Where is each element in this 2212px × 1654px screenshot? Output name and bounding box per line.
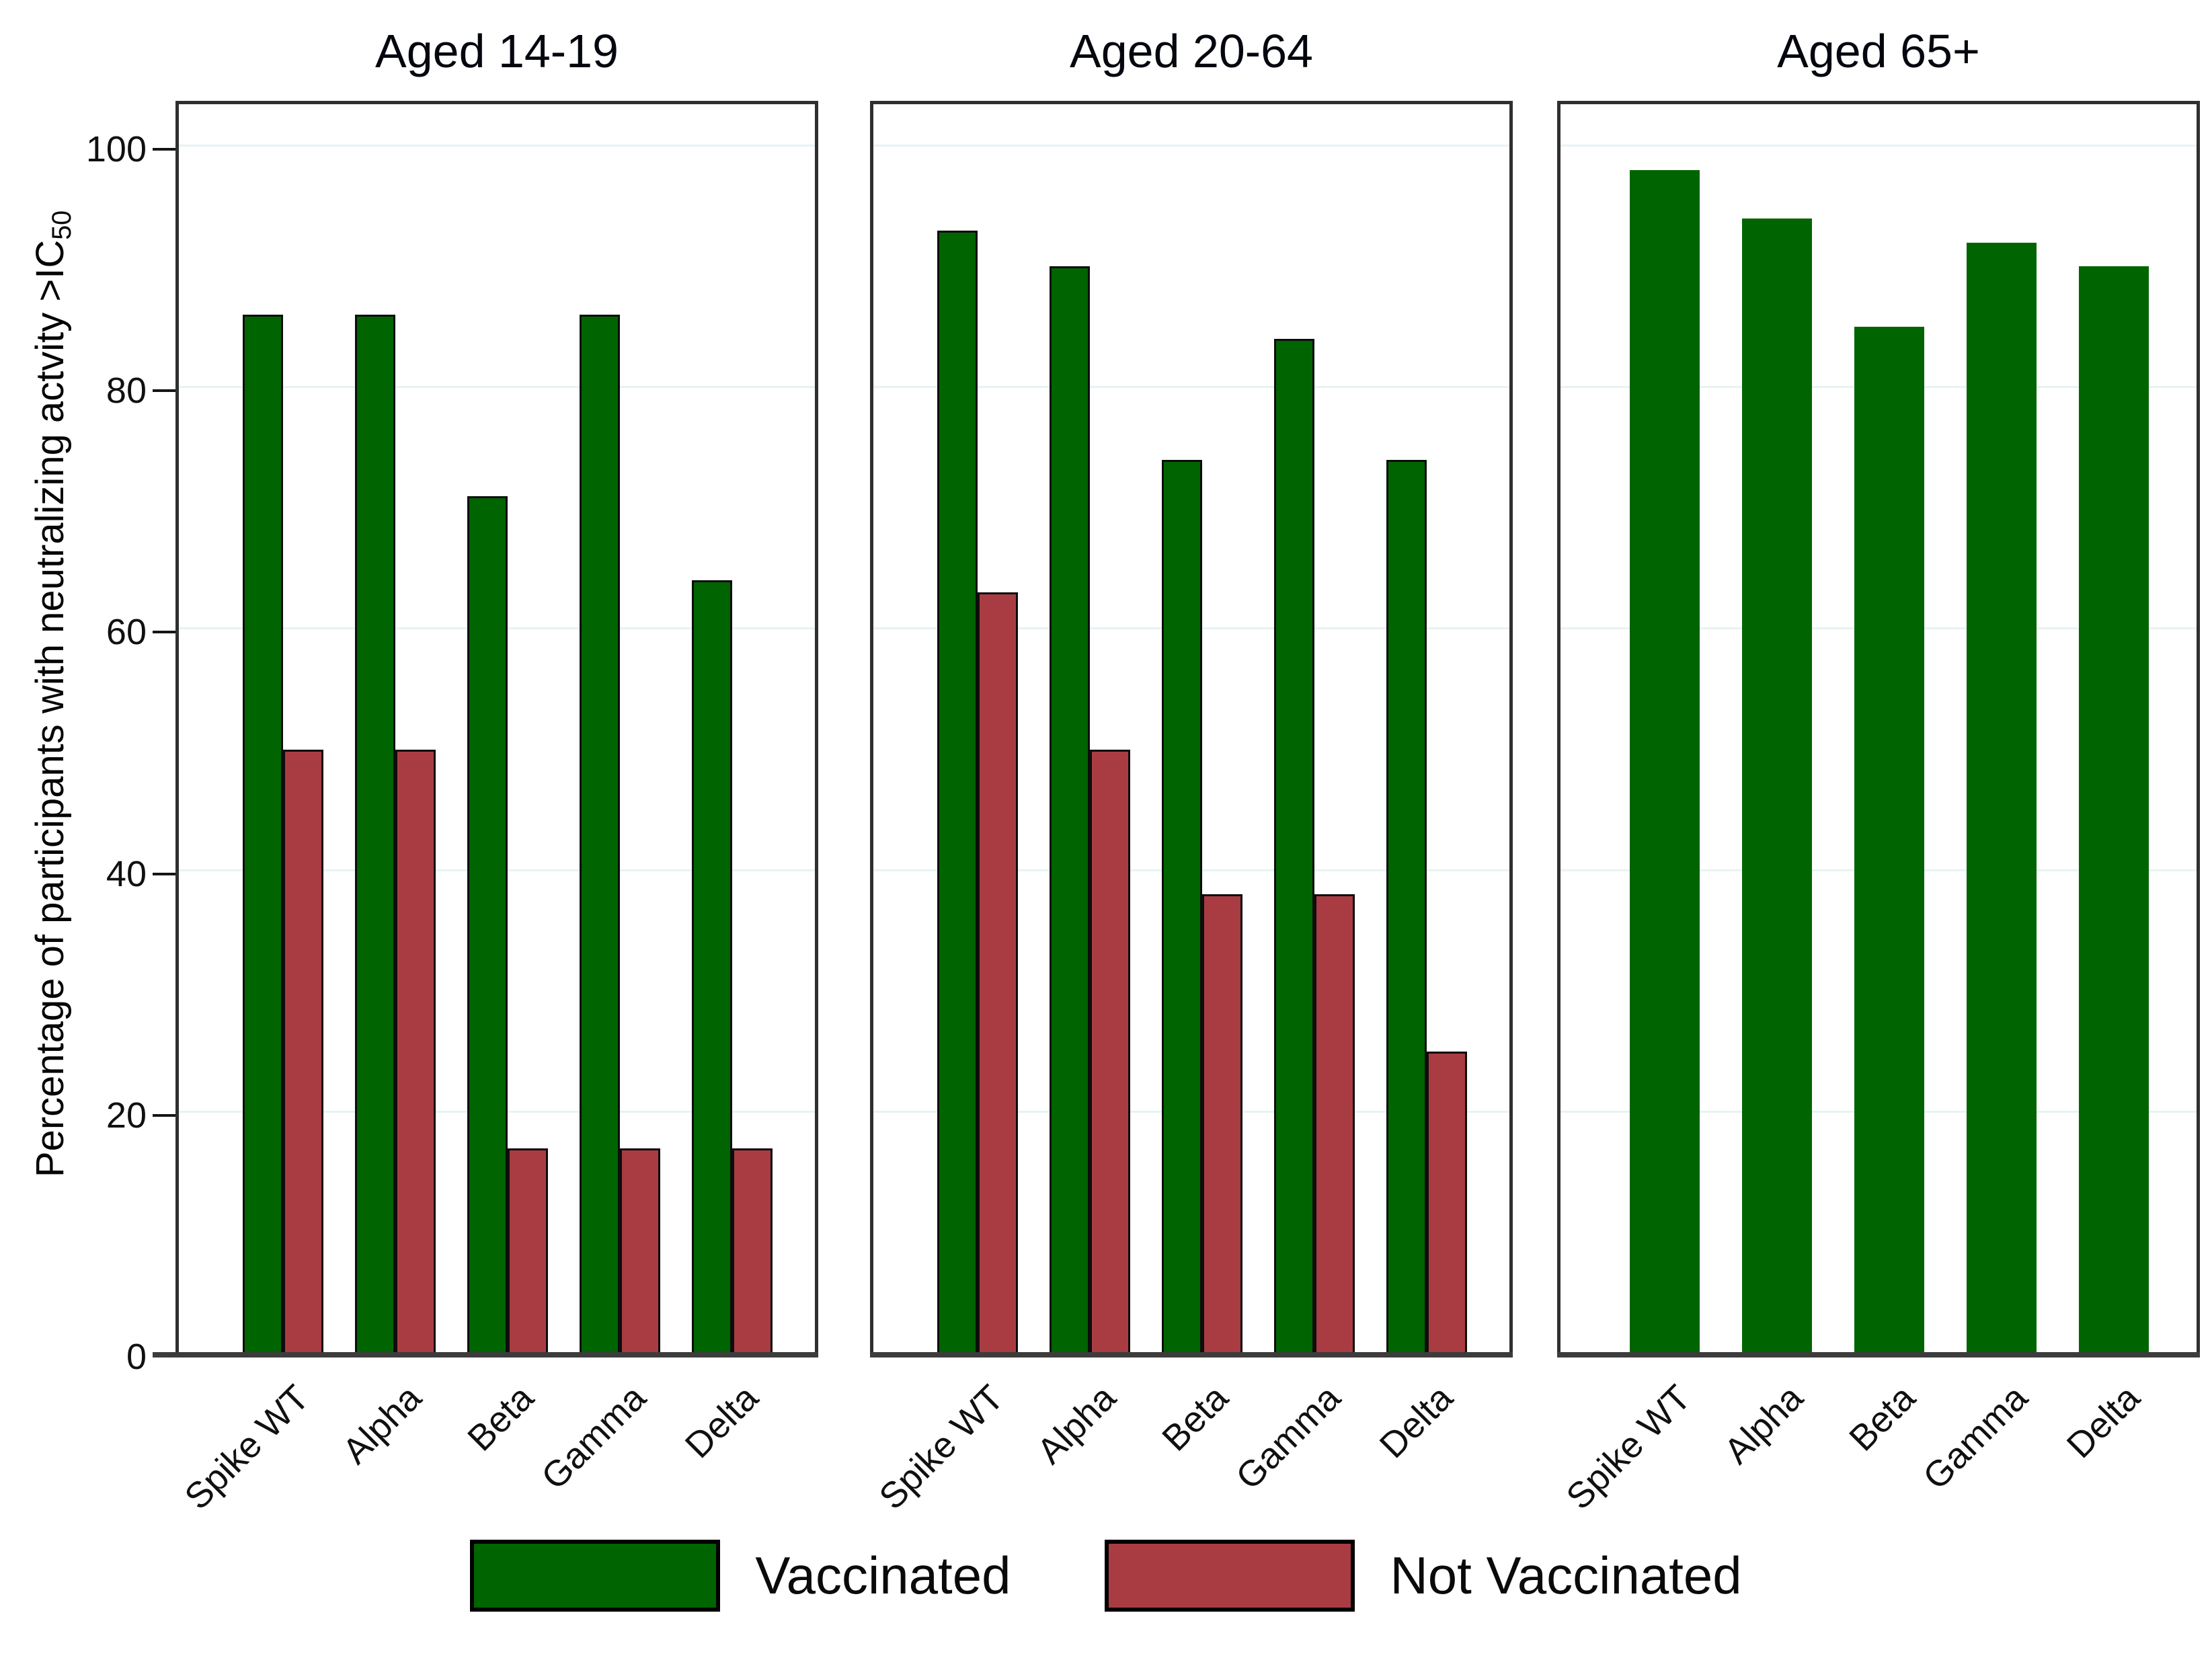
gridline-100 bbox=[873, 145, 1509, 147]
panel-aged-14-19 bbox=[153, 101, 818, 1357]
bar-vaccinated-spike-wt bbox=[937, 231, 978, 1353]
x-tick-label-text: Gamma bbox=[1228, 1377, 1349, 1497]
x-tick-label-text: Beta bbox=[460, 1377, 542, 1459]
bar-vaccinated-alpha bbox=[355, 315, 395, 1353]
bar-vaccinated-gamma bbox=[1274, 339, 1314, 1353]
y-tick-mark-80 bbox=[153, 389, 175, 392]
legend: Vaccinated Not Vaccinated bbox=[0, 1540, 2212, 1612]
panel-title-aged-65: Aged 65+ bbox=[1777, 25, 1980, 77]
y-axis-label-subscript: 50 bbox=[47, 210, 77, 240]
legend-label-not-vaccinated: Not Vaccinated bbox=[1390, 1546, 1742, 1605]
y-tick-label-60: 60 bbox=[106, 612, 147, 652]
x-tick-label-text: Gamma bbox=[1915, 1377, 2036, 1497]
x-tick-label-text: Spike WT bbox=[1558, 1377, 1699, 1518]
y-tick-mark-60 bbox=[153, 631, 175, 633]
x-axis-line bbox=[1557, 1352, 2200, 1357]
bar-vaccinated-gamma bbox=[580, 315, 620, 1353]
legend-swatch-not-vaccinated bbox=[1105, 1540, 1355, 1612]
panel-title-aged-14-19: Aged 14-19 bbox=[375, 25, 619, 77]
bar-vaccinated-delta bbox=[692, 580, 732, 1353]
y-tick-label-20: 20 bbox=[106, 1095, 147, 1136]
bar-vaccinated-delta bbox=[2079, 266, 2149, 1353]
legend-item-vaccinated: Vaccinated bbox=[470, 1540, 1011, 1612]
x-tick-label-text: Spike WT bbox=[871, 1377, 1012, 1518]
gridline-80 bbox=[179, 386, 815, 388]
x-axis-line bbox=[870, 1352, 1513, 1357]
y-axis-label: Percentage of participants with neutrali… bbox=[28, 210, 77, 1177]
bar-vaccinated-spike-wt bbox=[243, 315, 283, 1353]
bar-vaccinated-beta bbox=[1162, 460, 1202, 1353]
legend-item-not-vaccinated: Not Vaccinated bbox=[1105, 1540, 1742, 1612]
bar-not-vaccinated-alpha bbox=[395, 750, 436, 1353]
gridline-100 bbox=[179, 145, 815, 147]
y-tick-label-0: 0 bbox=[126, 1337, 147, 1377]
bar-vaccinated-gamma bbox=[1967, 243, 2037, 1353]
bar-not-vaccinated-gamma bbox=[1314, 894, 1355, 1353]
bar-not-vaccinated-beta bbox=[1202, 894, 1242, 1353]
bar-not-vaccinated-spike-wt bbox=[283, 750, 323, 1353]
x-tick-label-text: Gamma bbox=[533, 1377, 654, 1497]
bar-not-vaccinated-gamma bbox=[620, 1148, 660, 1353]
gridline-100 bbox=[1561, 145, 2197, 147]
y-tick-label-40: 40 bbox=[106, 854, 147, 894]
x-tick-label-text: Delta bbox=[2059, 1377, 2148, 1466]
y-tick-mark-40 bbox=[153, 873, 175, 875]
bar-not-vaccinated-spike-wt bbox=[978, 592, 1018, 1353]
x-axis-line bbox=[153, 1352, 818, 1357]
panel-title-aged-20-64: Aged 20-64 bbox=[1070, 25, 1313, 77]
y-tick-label-100: 100 bbox=[85, 129, 147, 169]
bar-not-vaccinated-alpha bbox=[1090, 750, 1130, 1353]
y-tick-mark-20 bbox=[153, 1114, 175, 1117]
panel-aged-20-64 bbox=[870, 101, 1513, 1357]
bar-vaccinated-alpha bbox=[1050, 266, 1090, 1353]
bar-not-vaccinated-delta bbox=[732, 1148, 773, 1353]
x-tick-label-text: Alpha bbox=[1716, 1377, 1811, 1472]
x-tick-label-text: Delta bbox=[1372, 1377, 1461, 1466]
x-tick-label-text: Alpha bbox=[335, 1377, 430, 1472]
y-tick-label-80: 80 bbox=[106, 370, 147, 411]
gridline-80 bbox=[873, 386, 1509, 388]
x-tick-label-text: Alpha bbox=[1029, 1377, 1124, 1472]
bar-vaccinated-beta bbox=[1854, 327, 1924, 1353]
bar-vaccinated-spike-wt bbox=[1630, 170, 1700, 1353]
bar-vaccinated-alpha bbox=[1742, 219, 1812, 1353]
legend-label-vaccinated: Vaccinated bbox=[755, 1546, 1011, 1605]
y-tick-mark-100 bbox=[153, 148, 175, 151]
x-tick-label-text: Delta bbox=[677, 1377, 766, 1466]
x-tick-label-text: Beta bbox=[1154, 1377, 1236, 1459]
bar-vaccinated-delta bbox=[1386, 460, 1427, 1353]
bar-not-vaccinated-beta bbox=[508, 1148, 548, 1353]
legend-swatch-vaccinated bbox=[470, 1540, 721, 1612]
bar-vaccinated-beta bbox=[467, 496, 508, 1353]
x-tick-label-text: Beta bbox=[1842, 1377, 1924, 1459]
panel-aged-65 bbox=[1557, 101, 2200, 1357]
bar-not-vaccinated-delta bbox=[1427, 1052, 1467, 1353]
x-tick-label-text: Spike WT bbox=[177, 1377, 317, 1518]
